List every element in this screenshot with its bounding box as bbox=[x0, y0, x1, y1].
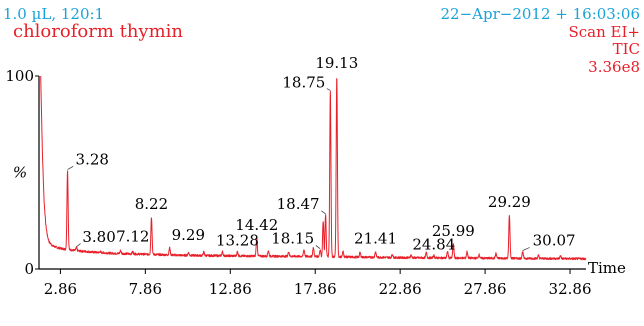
trace-layer bbox=[40, 76, 587, 261]
sample-name: chloroform thymin bbox=[13, 21, 184, 42]
x-tick-label: 27.86 bbox=[464, 280, 507, 298]
y-tick-label: 0 bbox=[24, 260, 34, 278]
x-tick-label: 32.86 bbox=[549, 280, 592, 298]
scan-mode: Scan EI+ bbox=[568, 23, 641, 41]
peak-label: 14.42 bbox=[235, 216, 278, 234]
x-tick-label: 2.86 bbox=[44, 280, 77, 298]
acquisition-datetime: 22−Apr−2012 + 16:03:06 bbox=[440, 5, 640, 23]
x-tick-label: 22.86 bbox=[379, 280, 422, 298]
peak-label: 30.07 bbox=[533, 232, 576, 250]
x-axis-label: Time bbox=[588, 259, 626, 277]
x-tick-label: 17.86 bbox=[294, 280, 337, 298]
peak-label: 18.15 bbox=[271, 230, 314, 248]
peak-label: 8.22 bbox=[135, 195, 168, 213]
peak-label: 25.99 bbox=[432, 222, 475, 240]
injection-info: 1.0 µL, 120:1 bbox=[3, 5, 105, 23]
peak-label: 3.28 bbox=[76, 151, 109, 169]
peak-label: 3.80 bbox=[82, 228, 115, 246]
peak-label: 19.13 bbox=[315, 54, 358, 72]
trace-type: TIC bbox=[612, 40, 640, 58]
axes: 2.86 7.86 12.86 17.86 22.86 27.86 32.86 0 100% Ti… bbox=[5, 67, 626, 298]
y-axis-label: % bbox=[13, 164, 27, 182]
peak-label: 29.29 bbox=[488, 193, 531, 211]
peak-leader-line bbox=[522, 247, 530, 251]
y-tick-label: 100 bbox=[5, 67, 34, 85]
intensity-value: 3.36e8 bbox=[588, 58, 640, 76]
peak-label: 18.75 bbox=[282, 73, 325, 91]
peak-leader-line bbox=[76, 243, 81, 248]
peak-leader-line bbox=[67, 166, 74, 170]
peak-leader-line bbox=[321, 210, 326, 215]
peak-leader-line bbox=[315, 245, 321, 250]
x-tick-label: 12.86 bbox=[209, 280, 252, 298]
tic-trace bbox=[40, 76, 587, 261]
peak-leader-line bbox=[326, 88, 331, 91]
peak-label: 21.41 bbox=[354, 230, 397, 248]
peak-label: 24.84 bbox=[412, 235, 455, 253]
x-tick-label: 7.86 bbox=[129, 280, 162, 298]
peak-label: 7.12 bbox=[116, 228, 149, 246]
peak-label: 18.47 bbox=[277, 195, 320, 213]
peak-label: 9.29 bbox=[172, 226, 205, 244]
peak-label: 13.28 bbox=[216, 232, 259, 250]
